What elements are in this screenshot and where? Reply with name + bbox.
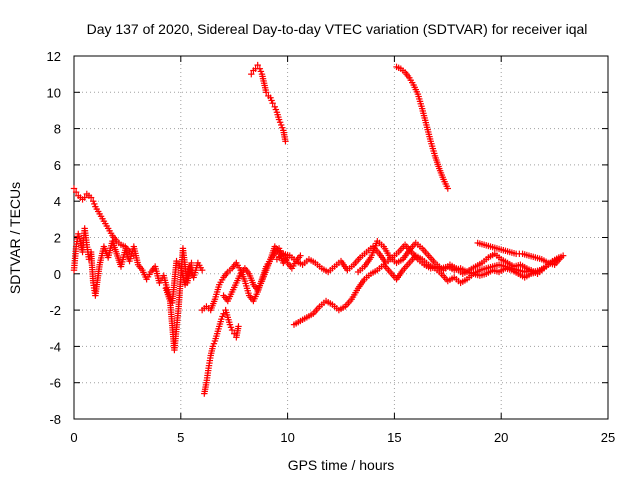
y-tick-label: -6: [49, 376, 61, 391]
x-tick-label: 5: [177, 430, 184, 445]
x-tick-label: 10: [280, 430, 294, 445]
x-tick-label: 15: [387, 430, 401, 445]
data-points: [70, 61, 567, 397]
data-point: [282, 138, 289, 145]
data-point: [198, 266, 206, 274]
axis-ticks: 0 5 10 15 20 25 -8 -6 -4 -2 0 2 4 6 8 10 12: [47, 49, 616, 445]
y-tick-label: -4: [49, 339, 61, 354]
y-tick-label: -8: [49, 412, 61, 427]
y-tick-label: 2: [54, 231, 61, 246]
y-tick-label: 6: [54, 158, 61, 173]
x-tick-label: 0: [70, 430, 77, 445]
data-point: [87, 194, 95, 201]
data-point: [248, 70, 255, 78]
data-point: [235, 323, 242, 330]
x-tick-label: 20: [494, 430, 508, 445]
chart-title: Day 137 of 2020, Sidereal Day-to-day VTE…: [87, 21, 588, 37]
y-tick-label: 10: [47, 85, 61, 100]
data-point: [269, 99, 276, 107]
y-tick-label: -2: [49, 303, 61, 318]
data-point: [70, 185, 78, 192]
y-tick-label: 12: [47, 49, 61, 64]
data-point: [254, 61, 261, 69]
data-point: [263, 89, 270, 96]
data-point: [540, 265, 548, 272]
data-point: [81, 194, 88, 201]
data-point: [444, 185, 451, 192]
y-tick-label: 0: [54, 267, 61, 282]
data-point: [228, 326, 236, 334]
data-point: [220, 310, 227, 317]
grid: [74, 56, 608, 419]
y-tick-label: 8: [54, 122, 61, 137]
x-axis-label: GPS time / hours: [288, 457, 395, 473]
data-point: [72, 188, 80, 196]
x-tick-label: 25: [601, 430, 615, 445]
y-axis-label: SDTVAR / TECUs: [7, 182, 23, 294]
data-point: [297, 252, 304, 259]
y-tick-label: 4: [54, 194, 61, 209]
data-point: [188, 259, 195, 267]
data-point: [557, 254, 565, 261]
